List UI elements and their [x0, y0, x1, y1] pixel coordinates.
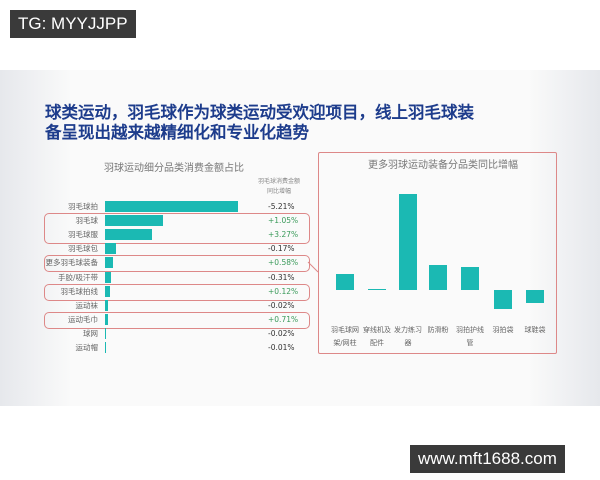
bar-7: [105, 299, 108, 311]
category-label-line: 羽拍袋: [492, 326, 514, 334]
bar-4: [461, 267, 479, 290]
growth-label: +0.58%: [268, 258, 299, 268]
slide-title: 球类运动，羽毛球作为球类运动受欢迎项目，线上羽毛球装 备呈现出越来越精细化和专业…: [45, 103, 474, 143]
category-label-line: 球鞋袋: [524, 326, 546, 334]
bar-3: [429, 265, 447, 290]
category-label: 羽拍护线管: [453, 324, 487, 350]
bar-5: [105, 271, 111, 283]
bar-6: [105, 285, 110, 297]
growth-label: +0.71%: [268, 314, 299, 324]
bar-5: [494, 290, 512, 309]
right-chart-frame: [318, 152, 557, 354]
category-label-line: 防滑粉: [427, 326, 449, 334]
category-label: 羽拍袋: [486, 324, 520, 337]
category-label: 球网: [83, 328, 98, 338]
title-line-1: 球类运动，羽毛球作为球类运动受欢迎项目，线上羽毛球装: [45, 103, 474, 122]
bar-0: [336, 274, 354, 290]
slide-background: [0, 70, 600, 406]
bar-1: [105, 215, 163, 227]
growth-label: +1.05%: [268, 216, 299, 226]
column-header-line-1: 羽毛球消费金额: [258, 178, 301, 185]
category-label-line: 架/网柱: [333, 339, 357, 347]
category-label: 发力练习器: [391, 324, 425, 350]
category-label: 羽毛球网架/网柱: [328, 324, 362, 350]
bar-2: [105, 229, 152, 241]
bar-8: [105, 313, 108, 325]
highlight-box: [44, 311, 310, 329]
category-label: 手胶/吸汗带: [57, 272, 98, 282]
category-label: 羽毛球: [75, 216, 99, 226]
left-chart-title: 羽球运动细分品类消费金额占比: [104, 163, 244, 174]
category-label: 羽毛球包: [68, 244, 98, 254]
growth-label: -0.02%: [268, 328, 295, 338]
right-chart-title: 更多羽球运动装备分品类同比增幅: [368, 160, 518, 171]
column-header: 羽毛球消费金额 同比增幅: [258, 177, 300, 197]
category-label: 穿线机及 配件: [360, 324, 394, 350]
growth-label: -0.01%: [268, 343, 295, 352]
watermark-top: TG: MYYJJPP: [10, 10, 136, 38]
bar-4: [105, 257, 113, 269]
bar-6: [526, 290, 544, 303]
highlight-box: [44, 213, 310, 245]
category-label: 球鞋袋: [518, 324, 552, 337]
category-label: 防滑粉: [421, 324, 455, 337]
growth-label: -0.31%: [268, 272, 295, 282]
category-label-line: 配件: [370, 339, 384, 347]
growth-label: -0.02%: [268, 300, 295, 310]
bar-9: [105, 327, 106, 339]
growth-label: +3.27%: [268, 230, 299, 240]
category-label-line: 羽毛球网: [331, 326, 359, 334]
category-label: 羽毛球服: [68, 230, 98, 240]
category-label: 更多羽毛球装备: [45, 258, 99, 268]
category-label-line: 羽拍护线: [456, 326, 484, 334]
category-label-line: 发力练习: [394, 326, 422, 334]
bar-1: [368, 289, 386, 290]
bar-2: [399, 194, 417, 290]
category-label-line: 器: [404, 339, 412, 347]
category-label-line: 穿线机及: [363, 326, 391, 334]
category-label: 羽毛球拍: [68, 202, 98, 211]
category-label: 运动袜: [75, 300, 99, 310]
column-header-line-2: 同比增幅: [267, 188, 292, 195]
category-label: 运动帽: [75, 343, 99, 352]
category-label: 运动毛巾: [68, 314, 98, 324]
bar-0: [105, 201, 238, 212]
growth-label: +0.12%: [268, 286, 299, 296]
bar-10: [105, 342, 106, 353]
growth-label: -5.21%: [268, 202, 295, 211]
growth-label: -0.17%: [268, 244, 295, 254]
category-label: 羽毛球拍线: [60, 286, 99, 296]
category-label-line: 管: [466, 339, 474, 347]
bar-3: [105, 243, 116, 255]
highlight-box: [44, 283, 310, 301]
title-line-2: 备呈现出越来越精细化和专业化趋势: [45, 123, 309, 142]
watermark-bottom: www.mft1688.com: [410, 445, 565, 473]
